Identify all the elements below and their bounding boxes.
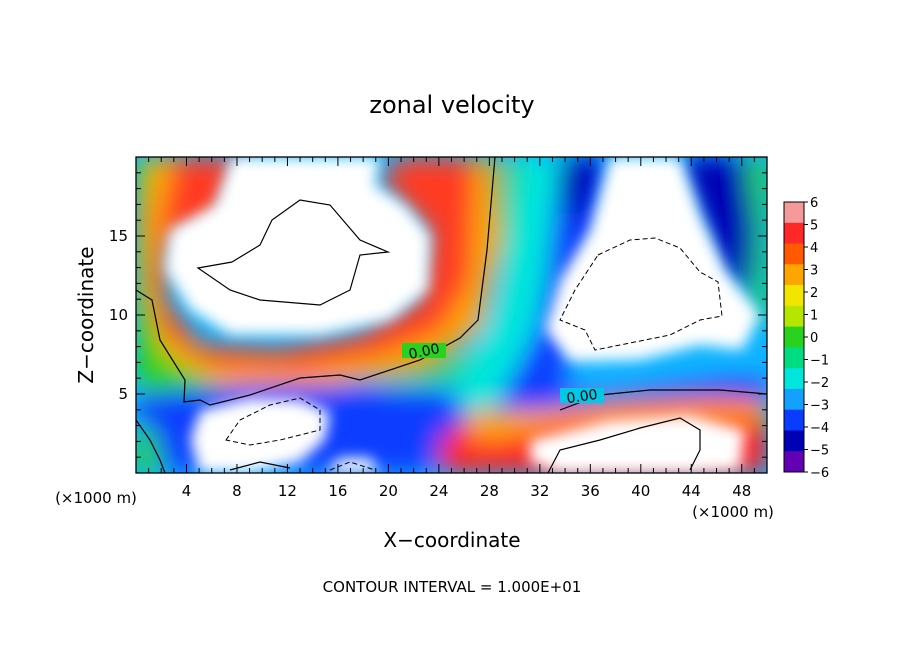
- x-tick-label: 48: [732, 482, 751, 500]
- contour-interval-note: CONTOUR INTERVAL = 1.000E+01: [323, 578, 582, 596]
- contour-label-2: 0.00: [566, 387, 599, 407]
- x-tick-label: 8: [232, 482, 242, 500]
- x-axis-label: X−coordinate: [383, 528, 520, 552]
- colorbar-segment: [784, 222, 804, 245]
- x-axis-ticks: 4 8 12 16 20 24 28 32 36 40 44 48: [148, 157, 755, 500]
- x-tick-label: 12: [278, 482, 297, 500]
- x-tick-label: 32: [530, 482, 549, 500]
- y-tick-label: 15: [109, 227, 128, 245]
- colorbar-tick-label: 2: [810, 286, 818, 301]
- y-tick-label: 10: [109, 306, 128, 324]
- contour-label-1: 0.00: [407, 341, 441, 363]
- colorbar-tick-label: −2: [810, 376, 829, 391]
- chart-title: zonal velocity: [369, 91, 534, 119]
- colorbar-segment: [784, 368, 804, 390]
- colorbar-tick-label: 1: [810, 309, 818, 324]
- colorbar-tick-label: −1: [810, 354, 829, 369]
- colorbar-segment: [784, 451, 804, 473]
- x-tick-label: 20: [379, 482, 398, 500]
- contour-label-bg-1: [402, 343, 446, 358]
- x-tick-label: 36: [581, 482, 600, 500]
- y-tick-label: 5: [118, 385, 128, 403]
- colorbar-segment: [784, 347, 804, 369]
- x-tick-label: 16: [328, 482, 347, 500]
- colorbar-segment: [784, 326, 804, 348]
- x-tick-label: 40: [631, 482, 650, 500]
- colorbar-tick-label: −3: [810, 399, 829, 414]
- x-tick-label: 4: [182, 482, 192, 500]
- colorbar-segment: [784, 409, 804, 431]
- colorbar-tick-label: 3: [810, 264, 818, 279]
- colorbar-tick-label: 6: [810, 196, 818, 211]
- x-unit-label-left: (×1000 m): [55, 489, 137, 507]
- colorbar-tick-label: 5: [810, 219, 818, 234]
- x-tick-label: 28: [480, 482, 499, 500]
- colorbar-segment: [784, 202, 804, 224]
- y-axis-label: Z−coordinate: [74, 246, 98, 383]
- x-tick-label: 44: [682, 482, 701, 500]
- colorbar-segment: [784, 388, 804, 411]
- colorbar-tick-label: −5: [810, 444, 829, 459]
- colorbar-tick-label: 4: [810, 241, 818, 256]
- contour-label-bg-2: [560, 388, 604, 403]
- colorbar-tick-label: −4: [810, 421, 829, 436]
- y-axis-ticks: 5 10 15: [109, 172, 767, 458]
- x-unit-label-right: (×1000 m): [692, 503, 774, 521]
- colorbar-tick-label: −6: [810, 466, 829, 481]
- colorbar-segment: [784, 430, 804, 452]
- plot-area: 0.00 0.00: [136, 157, 767, 473]
- colorbar: 6 5 4 3 2 1 0 −1 −2 −3 −4 −5 −6: [783, 196, 829, 481]
- colorbar-segment: [784, 285, 804, 307]
- negative-contours: [225, 237, 723, 471]
- colorbar-tick-label: 0: [810, 331, 818, 346]
- colorbar-segment: [784, 305, 804, 328]
- colorbar-segment: [784, 243, 804, 265]
- colorbar-segment: [784, 264, 804, 286]
- x-tick-label: 24: [429, 482, 448, 500]
